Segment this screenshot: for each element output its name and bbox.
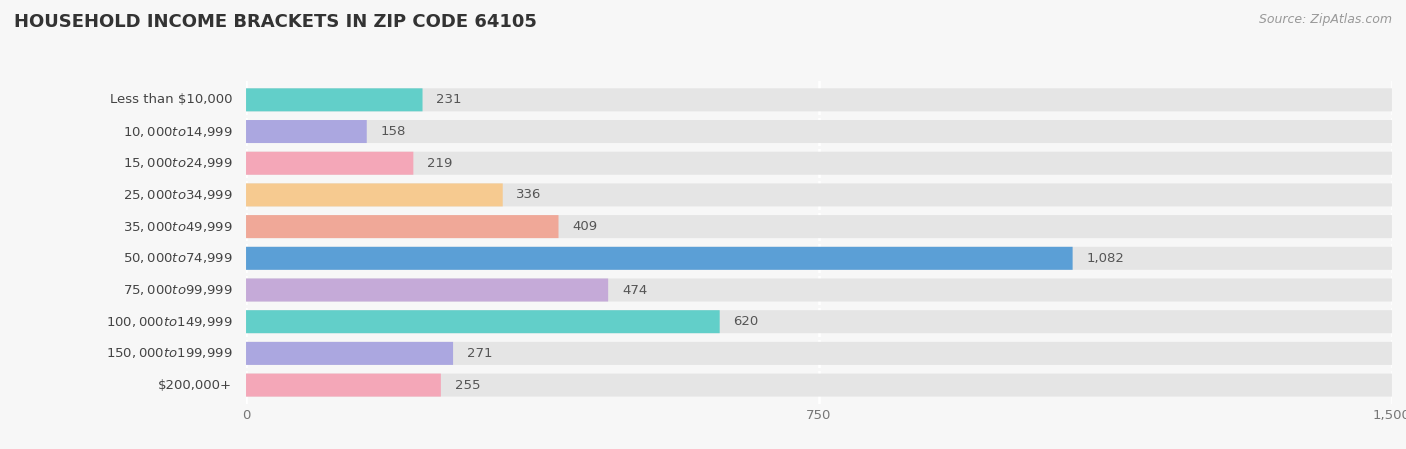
Text: Source: ZipAtlas.com: Source: ZipAtlas.com <box>1258 13 1392 26</box>
FancyBboxPatch shape <box>246 342 453 365</box>
FancyBboxPatch shape <box>246 310 720 333</box>
Text: $75,000 to $99,999: $75,000 to $99,999 <box>122 283 232 297</box>
Text: $150,000 to $199,999: $150,000 to $199,999 <box>105 346 232 361</box>
Text: $50,000 to $74,999: $50,000 to $74,999 <box>122 251 232 265</box>
FancyBboxPatch shape <box>246 374 1392 396</box>
Text: 271: 271 <box>467 347 492 360</box>
FancyBboxPatch shape <box>246 183 1392 207</box>
Text: 620: 620 <box>734 315 759 328</box>
Text: 255: 255 <box>454 379 479 392</box>
Text: $15,000 to $24,999: $15,000 to $24,999 <box>122 156 232 170</box>
FancyBboxPatch shape <box>246 215 558 238</box>
Text: 336: 336 <box>516 189 541 202</box>
FancyBboxPatch shape <box>246 88 423 111</box>
FancyBboxPatch shape <box>246 215 1392 238</box>
Text: HOUSEHOLD INCOME BRACKETS IN ZIP CODE 64105: HOUSEHOLD INCOME BRACKETS IN ZIP CODE 64… <box>14 13 537 31</box>
Text: $25,000 to $34,999: $25,000 to $34,999 <box>122 188 232 202</box>
FancyBboxPatch shape <box>246 374 441 396</box>
Text: 1,082: 1,082 <box>1087 252 1125 265</box>
Text: Less than $10,000: Less than $10,000 <box>110 93 232 106</box>
FancyBboxPatch shape <box>246 310 1392 333</box>
Text: 231: 231 <box>436 93 461 106</box>
Text: 474: 474 <box>621 283 647 296</box>
FancyBboxPatch shape <box>246 88 1392 111</box>
FancyBboxPatch shape <box>246 247 1392 270</box>
Text: $200,000+: $200,000+ <box>159 379 232 392</box>
Text: $35,000 to $49,999: $35,000 to $49,999 <box>122 220 232 233</box>
Text: $10,000 to $14,999: $10,000 to $14,999 <box>122 124 232 139</box>
Text: $100,000 to $149,999: $100,000 to $149,999 <box>105 315 232 329</box>
FancyBboxPatch shape <box>246 152 1392 175</box>
Text: 158: 158 <box>381 125 406 138</box>
FancyBboxPatch shape <box>246 183 503 207</box>
FancyBboxPatch shape <box>246 152 413 175</box>
FancyBboxPatch shape <box>246 278 1392 302</box>
FancyBboxPatch shape <box>246 342 1392 365</box>
Text: 409: 409 <box>572 220 598 233</box>
FancyBboxPatch shape <box>246 120 367 143</box>
Text: 219: 219 <box>427 157 453 170</box>
FancyBboxPatch shape <box>246 278 609 302</box>
FancyBboxPatch shape <box>246 247 1073 270</box>
FancyBboxPatch shape <box>246 120 1392 143</box>
